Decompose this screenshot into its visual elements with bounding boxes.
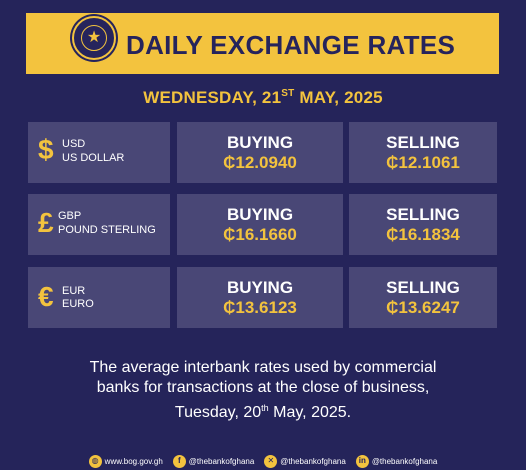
- selling-rate: ₵13.6247: [386, 298, 460, 317]
- currency-name: EURO: [62, 298, 94, 310]
- buying-cell-gbp: BUYING ₵16.1660: [177, 194, 343, 255]
- currency-code: EUR: [62, 285, 86, 297]
- x-handle: @thebankofghana: [280, 456, 346, 466]
- website-link[interactable]: ◍ www.bog.gov.gh: [88, 454, 163, 468]
- selling-cell-usd: SELLING ₵12.1061: [349, 122, 497, 183]
- footnote-line-3: Tuesday, 20th May, 2025.: [0, 398, 526, 423]
- selling-cell-eur: SELLING ₵13.6247: [349, 267, 497, 328]
- footnote-line-1: The average interbank rates used by comm…: [89, 359, 437, 376]
- currency-cell-gbp: £ GBP POUND STERLING: [28, 194, 170, 255]
- footnote-date-prefix: Tuesday, 20: [174, 404, 262, 421]
- page-title: DAILY EXCHANGE RATES: [126, 30, 456, 60]
- rates-date: WEDNESDAY, 21ST MAY, 2025: [0, 88, 526, 108]
- linkedin-handle: @thebankofghana: [371, 456, 438, 466]
- currency-code: GBP: [58, 210, 82, 222]
- pound-icon: £: [38, 207, 54, 238]
- bank-of-ghana-seal-icon: ★: [72, 16, 116, 60]
- selling-cell-gbp: SELLING ₵16.1834: [349, 194, 497, 255]
- footnote-date-suffix: May, 2025.: [268, 404, 352, 421]
- selling-label: SELLING: [386, 278, 460, 297]
- header-banner: ★ DAILY EXCHANGE RATES: [26, 13, 499, 74]
- buying-label: BUYING: [226, 278, 294, 297]
- globe-icon: ◍: [88, 454, 102, 468]
- buying-rate: ₵13.6123: [223, 298, 297, 317]
- footnote-line-2: banks for transactions at the close of b…: [96, 379, 430, 396]
- x-link[interactable]: ✕ @thebankofghana: [264, 454, 346, 468]
- facebook-link[interactable]: f @thebankofghana: [172, 454, 255, 468]
- x-icon: ✕: [264, 454, 278, 468]
- date-suffix: MAY, 2025: [294, 88, 383, 107]
- selling-rate: ₵12.1061: [386, 153, 460, 172]
- buying-label: BUYING: [226, 205, 294, 224]
- facebook-icon: f: [172, 454, 186, 468]
- buying-rate: ₵16.1660: [223, 225, 297, 244]
- currency-name: US DOLLAR: [62, 152, 125, 164]
- linkedin-icon: in: [355, 454, 369, 468]
- currency-cell-usd: $ USD US DOLLAR: [28, 122, 170, 183]
- rates-footnote: The average interbank rates used by comm…: [0, 358, 526, 423]
- dollar-icon: $: [38, 134, 54, 165]
- selling-label: SELLING: [386, 133, 460, 152]
- date-ordinal: ST: [281, 88, 295, 99]
- buying-cell-usd: BUYING ₵12.0940: [177, 122, 343, 183]
- buying-rate: ₵12.0940: [223, 153, 297, 172]
- currency-name: POUND STERLING: [58, 224, 156, 236]
- date-prefix: WEDNESDAY, 21: [143, 88, 282, 107]
- currency-code: USD: [62, 138, 86, 150]
- website-text: www.bog.gov.gh: [104, 456, 163, 466]
- star-icon: ★: [81, 25, 107, 51]
- buying-cell-eur: BUYING ₵13.6123: [177, 267, 343, 328]
- selling-label: SELLING: [386, 205, 460, 224]
- linkedin-link[interactable]: in @thebankofghana: [355, 454, 438, 468]
- footnote-date-ordinal: th: [261, 403, 269, 413]
- facebook-handle: @thebankofghana: [188, 456, 255, 466]
- selling-rate: ₵16.1834: [386, 225, 460, 244]
- currency-cell-eur: € EUR EURO: [28, 267, 170, 328]
- euro-icon: €: [38, 281, 54, 312]
- buying-label: BUYING: [226, 133, 294, 152]
- footer: ◍ www.bog.gov.gh f @thebankofghana ✕ @th…: [0, 452, 526, 470]
